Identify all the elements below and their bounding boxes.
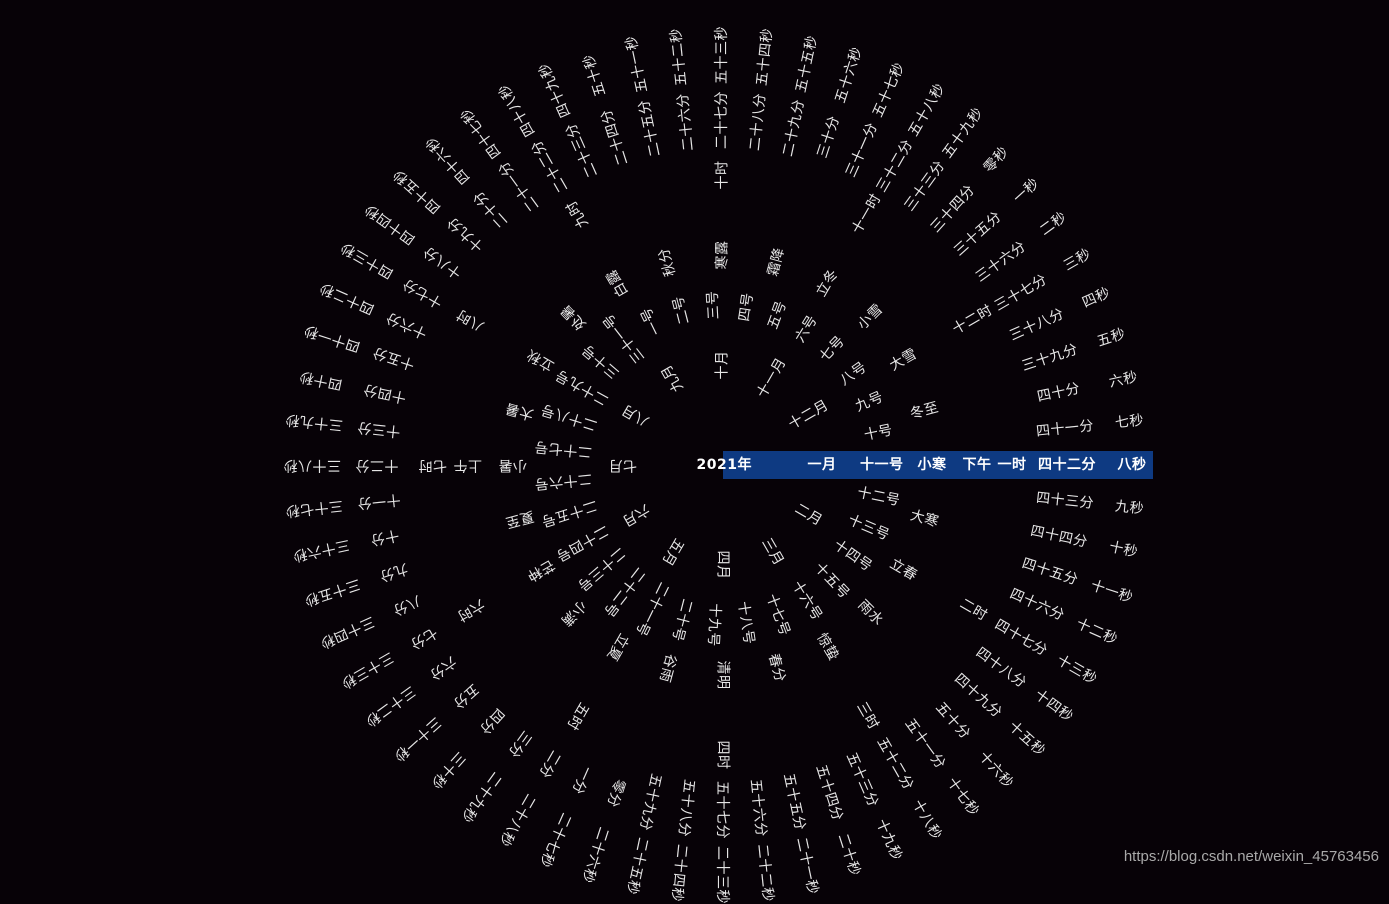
second-label: 三十三秒 (337, 648, 397, 692)
year-ring: 2021年 (696, 457, 752, 473)
second-ring: 八秒九秒十秒十一秒十二秒十三秒 十四秒 十五秒 十六秒 十七秒 十八秒 十九秒 二十秒 二十一秒… (283, 26, 1147, 904)
second-label: 四十四秒 (362, 200, 419, 248)
second-label: 五秒 (1095, 326, 1129, 351)
second-label: 五十五秒 (793, 33, 822, 94)
second-label: 四十六秒 (422, 133, 474, 188)
second-label: 七秒 (1114, 412, 1146, 432)
second-label: 四十八秒 (495, 80, 539, 140)
hour-label: 一时 (997, 457, 1027, 473)
second-label: 六秒 (1107, 368, 1139, 391)
second-label: 十一秒 (1088, 577, 1135, 607)
second-label: 三十七秒 (284, 496, 344, 519)
second-label: 四十七秒 (457, 105, 505, 162)
second-label: 五十二秒 (668, 27, 691, 87)
second-label: 三十五秒 (302, 575, 363, 609)
minute-ring: 四十二分 四十三分 四十四分 四十五分 四十六分 四十七分 四十八分 四十九分 五十分 五十一分五… (355, 91, 1096, 839)
second-label: 一秒 (1010, 175, 1043, 207)
second-label: 五十三秒 (714, 26, 730, 84)
second-label: 八秒 (1117, 457, 1147, 473)
ampm-label: 下午 (962, 457, 992, 473)
second-label: 五十八秒 (905, 80, 949, 140)
second-label: 十八秒 (908, 797, 945, 843)
term-label: 小寒 (917, 457, 947, 473)
second-label: 十五秒 (1004, 718, 1048, 760)
second-label: 三十二秒 (362, 682, 419, 730)
second-label: 十二秒 (1073, 615, 1120, 648)
second-label: 九秒 (1114, 498, 1146, 518)
ampm-ring: 下午 上午 (453, 457, 992, 473)
second-label: 五十六秒 (832, 45, 866, 106)
solar-term-ring: 小寒 大寒 立春 雨水 惊蛰 春分 清明 谷雨 立夏 小满 芒种 夏至 小暑 大暑 立秋 处暑 白露 秋分 寒露 霜降… (498, 241, 947, 690)
second-label: 零秒 (980, 144, 1012, 177)
second-label: 二十二秒 (753, 843, 776, 903)
second-label: 三十一秒 (390, 713, 445, 765)
second-label: 五十四秒 (753, 27, 776, 87)
second-label: 二十秒 (834, 831, 863, 879)
second-label: 四十一秒 (302, 321, 363, 355)
second-label: 十九秒 (872, 816, 905, 863)
second-label: 四十二秒 (317, 279, 378, 318)
year-label: 2021年 (696, 457, 752, 473)
hour-ring: 一时 二时 三时 四时 五时 六时 七时 八时 九时 十时 十一时 十二时 (418, 161, 1027, 770)
second-label: 二十四秒 (668, 843, 691, 903)
text-clock: 2021年 一月 二月 三月 四月 五月 六月 七月 八月 九月 十月 十一月 十二月 一号 二号 三号四… (283, 26, 1153, 904)
second-label: 三十九秒 (284, 411, 344, 434)
second-label: 二十六秒 (578, 824, 612, 885)
current-time-highlight-bar (723, 451, 1153, 479)
minute-label: 四十二分 (1038, 457, 1096, 473)
second-label: 四十九秒 (536, 60, 575, 121)
second-label: 五十秒 (580, 51, 610, 99)
second-label: 二十五秒 (622, 836, 651, 897)
second-label: 四十五秒 (390, 165, 445, 217)
second-label: 十七秒 (943, 774, 982, 819)
second-label: 十秒 (1107, 539, 1139, 562)
second-label: 三十八秒 (283, 457, 341, 473)
month-label: 一月 (807, 457, 837, 473)
second-label: 五十七秒 (869, 60, 908, 121)
second-label: 三十秒 (426, 748, 468, 792)
watermark-text: https://blog.csdn.net/weixin_45763456 (1123, 848, 1379, 865)
second-label: 十四秒 (1031, 686, 1076, 726)
day-label: 十一号 (860, 457, 904, 473)
second-label: 五十一秒 (622, 33, 651, 94)
second-label: 三十六秒 (290, 536, 351, 565)
second-label: 三秒 (1060, 245, 1094, 275)
month-ring: 一月 二月 三月 四月 五月 六月 七月 八月 九月 十月 十一月 十二月 (608, 351, 837, 580)
second-label: 四秒 (1080, 285, 1114, 312)
second-label: 十三秒 (1053, 652, 1100, 688)
second-label: 二秒 (1037, 209, 1071, 239)
second-label: 二十九秒 (457, 768, 505, 825)
second-label: 三十四秒 (317, 612, 378, 651)
second-label: 五十九秒 (939, 105, 987, 162)
second-label: 二十八秒 (495, 790, 539, 850)
second-label: 二十三秒 (714, 846, 730, 904)
second-label: 十六秒 (975, 748, 1017, 792)
day-ring: 一号 二号 三号 四号 五号 六号 七号 八号 九号 十号 十一号 十二号 十三号 十四号 十五号 十六号 十七… (533, 290, 904, 647)
second-label: 四十秒 (297, 367, 344, 393)
second-label: 二十七秒 (536, 809, 575, 870)
second-label: 四十三秒 (337, 238, 397, 282)
second-label: 二十一秒 (793, 836, 822, 897)
